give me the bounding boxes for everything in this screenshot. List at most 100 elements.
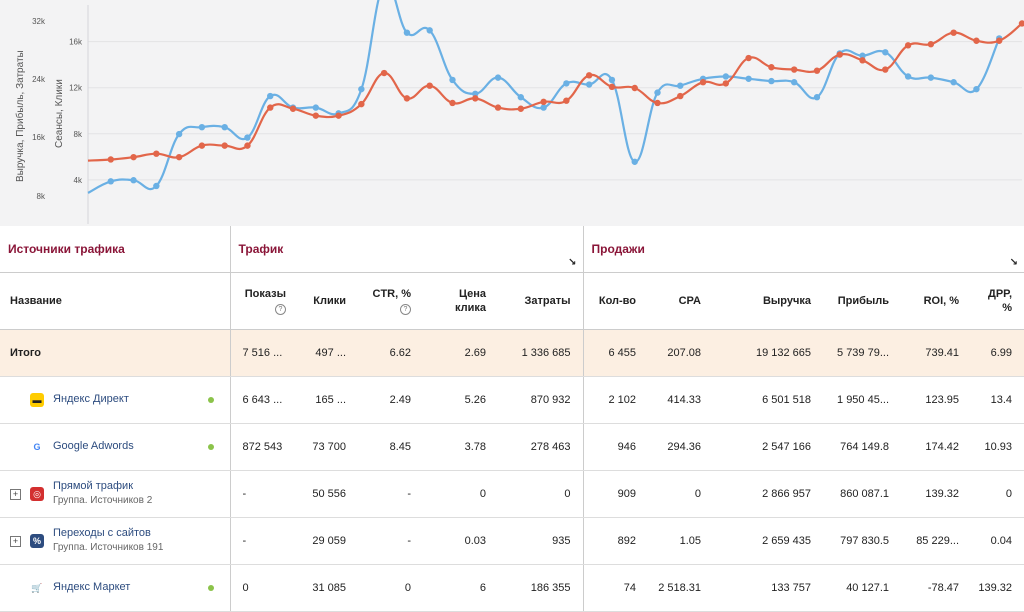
direct-traffic-icon: ◎ — [30, 487, 44, 501]
y-inner-tick-label: 8k — [74, 130, 83, 139]
data-point — [153, 182, 160, 190]
source-name-link[interactable]: Google Adwords — [53, 440, 134, 452]
data-point — [312, 104, 319, 111]
series-line-red — [87, 22, 1023, 162]
data-point — [540, 104, 547, 111]
data-point — [585, 81, 593, 88]
cell-revenue: 133 757 — [713, 564, 824, 612]
col-profit[interactable]: Прибыль — [823, 272, 902, 330]
col-drr[interactable]: ДРР,% — [971, 272, 1024, 330]
cell-qty: 74 — [582, 564, 649, 612]
cell-cpc: 0.03 — [423, 517, 498, 565]
group-traffic-label: Трафик — [238, 242, 284, 256]
cell-ctr: 8.45 — [358, 423, 423, 471]
status-dot — [207, 585, 214, 591]
table-row[interactable]: ▬ Яндекс Директ 6 643 ... 165 ... 2.49 5.26 87… — [0, 376, 1024, 424]
source-name-link[interactable]: Переходы с сайтов — [53, 527, 151, 539]
cell-revenue: 2 866 957 — [713, 470, 824, 518]
group-traffic: Трафик ↘ — [229, 226, 584, 273]
col-cpa[interactable]: CPA — [648, 272, 714, 330]
total-shows: 7 516 ... — [229, 329, 298, 377]
data-point — [426, 27, 433, 34]
cell-ctr: - — [358, 470, 423, 518]
line-chart[interactable]: 4k 8k 12k 16k 8k 16k 24k 32k Выручка, Прибыль, З… — [0, 0, 1024, 226]
cell-cpa: 414.33 — [648, 376, 714, 424]
cell-cost: 0 — [498, 470, 584, 518]
table-row[interactable]: G Google Adwords 872 543 73 700 8.45 3.78 278 … — [0, 423, 1024, 471]
data-point — [973, 85, 980, 93]
data-point — [699, 79, 707, 86]
source-name-link[interactable]: Прямой трафик — [53, 480, 134, 492]
y-inner-axis-title: Сеансы, Клики — [54, 79, 65, 148]
cell-roi: 123.95 — [901, 376, 972, 424]
col-name[interactable]: Название — [0, 272, 230, 330]
table-row[interactable]: 🛒 Яндекс Маркет 0 31 085 0 6 186 355 74 2 518.31… — [0, 564, 1024, 612]
data-point — [631, 84, 638, 92]
data-point — [267, 92, 274, 100]
y-outer-tick-label: 16k — [32, 133, 46, 142]
data-point — [722, 73, 730, 80]
yandex-direct-icon: ▬ — [30, 393, 44, 407]
link-icon: % — [30, 534, 44, 548]
status-dot — [207, 397, 214, 403]
cell-ctr: - — [358, 517, 423, 565]
col-drr-line1: ДРР, — [988, 288, 1013, 300]
source-name-cell: 🛒 Яндекс Маркет — [0, 564, 230, 612]
expand-icon[interactable]: + — [10, 489, 21, 500]
data-point — [426, 82, 433, 89]
data-point — [813, 67, 821, 74]
source-name-cell: +% Переходы с сайтов Группа. Источников 19… — [0, 517, 230, 565]
cell-cost: 186 355 — [498, 564, 584, 612]
total-label: Итого — [0, 329, 230, 377]
cell-cpa: 1.05 — [648, 517, 714, 565]
col-revenue[interactable]: Выручка — [713, 272, 824, 330]
help-icon[interactable]: ? — [400, 304, 411, 315]
data-point — [244, 142, 251, 149]
source-name-link[interactable]: Яндекс Директ — [53, 393, 129, 405]
data-point — [745, 75, 752, 82]
total-ctr: 6.62 — [358, 329, 423, 377]
y-outer-tick-label: 24k — [32, 75, 46, 84]
cell-profit: 797 830.5 — [823, 517, 902, 565]
cell-qty: 946 — [582, 423, 649, 471]
total-cpc: 2.69 — [423, 329, 498, 377]
cell-clicks: 165 ... — [298, 376, 358, 424]
cell-drr: 10.93 — [971, 423, 1024, 471]
data-point — [745, 54, 752, 62]
data-point — [130, 177, 137, 184]
expand-arrow-icon[interactable]: ↘ — [568, 257, 577, 268]
cell-cpc: 6 — [423, 564, 498, 612]
col-clicks[interactable]: Клики — [298, 272, 358, 330]
cell-drr: 13.4 — [971, 376, 1024, 424]
col-ctr[interactable]: CTR, %? — [358, 272, 423, 330]
cell-cost: 870 932 — [498, 376, 584, 424]
cell-cpc: 0 — [423, 470, 498, 518]
col-cpc[interactable]: Цена клика — [423, 272, 498, 330]
data-point — [244, 134, 251, 141]
table-row[interactable]: +% Переходы с сайтов Группа. Источников 19… — [0, 517, 1024, 565]
data-point — [631, 158, 638, 165]
table-row[interactable]: + ◎ Прямой трафик Группа. Источников 2 -50 5… — [0, 470, 1024, 518]
cell-cpa: 2 518.31 — [648, 564, 714, 612]
col-cost[interactable]: Затраты — [498, 272, 584, 330]
data-point — [198, 142, 206, 149]
col-roi[interactable]: ROI, % — [901, 272, 972, 330]
total-cost: 1 336 685 — [498, 329, 584, 377]
col-shows[interactable]: Показы? — [229, 272, 298, 330]
col-ctr-label: CTR, % — [372, 288, 412, 300]
col-drr-line2: % — [1002, 302, 1013, 314]
y-outer-axis-title: Выручка, Прибыль, Затраты — [14, 50, 26, 182]
data-point — [517, 105, 525, 112]
help-icon[interactable]: ? — [275, 304, 286, 315]
data-point — [175, 130, 183, 138]
data-point — [449, 76, 456, 84]
data-point — [221, 123, 228, 131]
group-sources: Источники трафика — [0, 226, 230, 273]
expand-icon[interactable]: + — [10, 536, 21, 547]
data-point — [403, 29, 411, 36]
cell-ctr: 0 — [358, 564, 423, 612]
cell-cpc: 3.78 — [423, 423, 498, 471]
expand-arrow-icon[interactable]: ↘ — [1009, 257, 1019, 268]
col-qty[interactable]: Кол-во — [582, 272, 649, 330]
source-name-link[interactable]: Яндекс Маркет — [53, 581, 131, 593]
